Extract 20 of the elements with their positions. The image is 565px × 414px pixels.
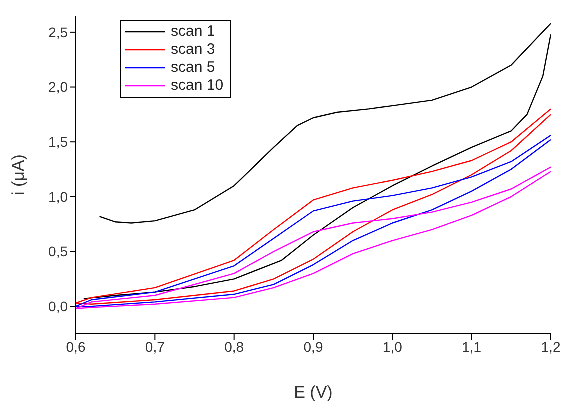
legend-label: scan 5 bbox=[171, 59, 216, 77]
legend-label: scan 1 bbox=[171, 23, 216, 41]
legend-label: scan 10 bbox=[171, 77, 224, 95]
y-tick-label: 1,0 bbox=[48, 188, 68, 205]
x-tick-label: 1,1 bbox=[462, 338, 482, 355]
y-tick-label: 0,0 bbox=[48, 298, 68, 315]
y-tick-label: 2,5 bbox=[48, 24, 68, 40]
x-tick-label: 0,7 bbox=[145, 338, 166, 355]
line-series bbox=[99, 23, 551, 224]
y-tick-label: 2,0 bbox=[48, 79, 68, 96]
y-tick-label: 0,5 bbox=[48, 244, 68, 260]
x-tick-label: 1,2 bbox=[541, 338, 561, 355]
y-tick-label: 1,5 bbox=[48, 134, 68, 150]
legend-label: scan 3 bbox=[171, 41, 216, 59]
y-axis-title: i (μA) bbox=[9, 154, 28, 196]
x-tick-label: 0,9 bbox=[304, 338, 324, 355]
x-axis-title: E (V) bbox=[294, 383, 333, 402]
x-tick-label: 0,8 bbox=[224, 338, 244, 355]
x-tick-label: 0,6 bbox=[66, 338, 86, 355]
x-tick-label: 1,0 bbox=[382, 338, 403, 355]
